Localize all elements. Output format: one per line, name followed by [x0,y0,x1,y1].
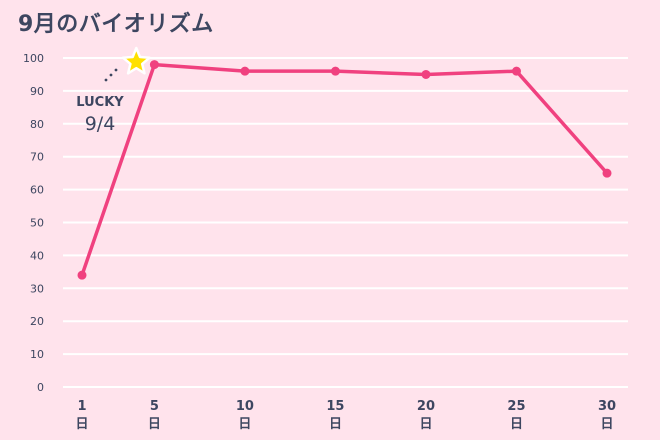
y-tick-label: 10 [30,348,44,361]
lucky-date: 9/4 [85,113,116,135]
data-point [77,270,87,280]
x-tick-unit: 日 [148,417,161,432]
series-layer [80,62,609,277]
x-tick-unit: 日 [419,417,432,432]
chart-title: 9月のバイオリズム [18,12,214,37]
y-tick-label: 80 [30,118,44,131]
star-icon [121,46,151,75]
dotted-pointer [104,68,118,82]
y-tick-label: 20 [30,315,44,328]
y-tick-label: 50 [30,217,44,230]
y-tick-label: 100 [23,52,44,65]
y-tick-label: 90 [30,85,44,98]
data-point [511,66,521,76]
pointer-dot [109,73,113,77]
x-tick-label: 20 [417,399,435,414]
x-tick-unit: 日 [510,417,523,432]
data-point [602,168,612,178]
y-tick-label: 30 [30,282,44,295]
y-tick-label: 60 [30,184,44,197]
x-tick-label: 1 [77,399,86,414]
x-tick-unit: 日 [75,417,88,432]
x-tick-unit: 日 [329,417,342,432]
x-tick-unit: 日 [600,417,613,432]
x-tick-label: 30 [598,399,616,414]
y-tick-label: 0 [37,381,44,394]
pointer-dot [114,68,118,72]
points-layer [77,60,612,280]
x-tick-unit: 日 [238,417,251,432]
data-point [330,66,340,76]
pointer-dot [104,78,108,82]
x-tick-label: 10 [236,399,254,414]
lucky-label: LUCKY [76,95,124,110]
x-axis: 1 日 5 日 10 日 15 日 20 日 25 日 30 日 [75,399,616,432]
x-tick-label: 25 [507,399,525,414]
y-tick-label: 40 [30,249,44,262]
x-tick-label: 5 [150,399,159,414]
data-point [240,66,250,76]
y-tick-label: 70 [30,151,44,164]
data-point [421,69,431,79]
series-line [80,62,609,277]
x-tick-label: 15 [326,399,344,414]
lucky-annotation: LUCKY 9/4 [76,46,151,135]
grid-layer [63,57,628,388]
data-point [149,60,159,70]
